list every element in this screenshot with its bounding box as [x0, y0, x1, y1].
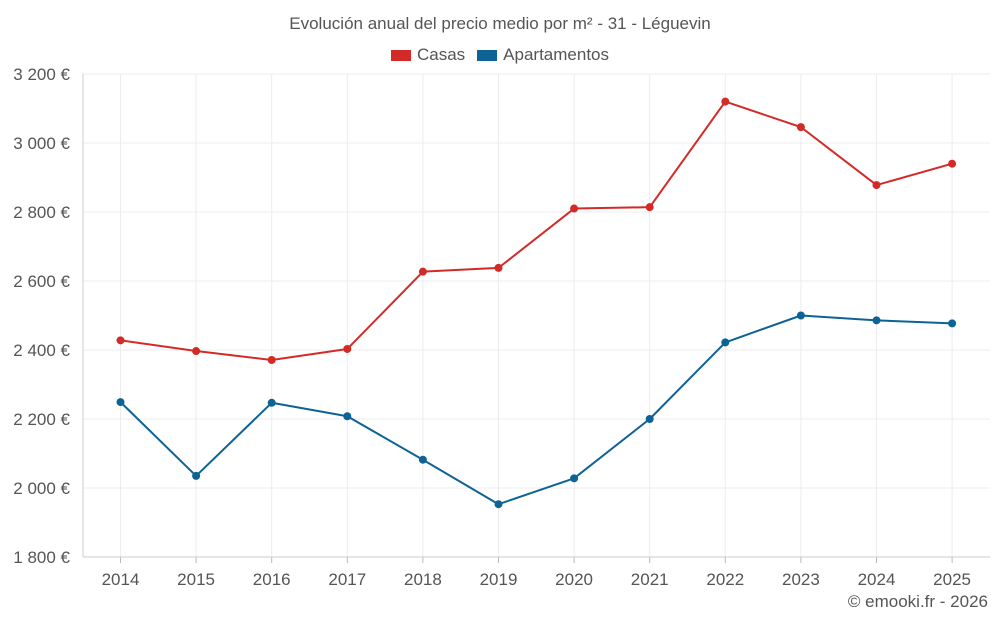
data-point-casas[interactable] [570, 204, 579, 213]
data-point-apartamentos[interactable] [796, 311, 805, 320]
chart-title: Evolución anual del precio medio por m² … [289, 14, 711, 33]
x-tick-label: 2016 [253, 570, 291, 589]
data-point-casas[interactable] [645, 203, 654, 212]
data-point-apartamentos[interactable] [570, 474, 579, 483]
data-point-casas[interactable] [721, 97, 730, 106]
y-tick-label: 2 600 € [13, 272, 70, 291]
y-tick-label: 2 800 € [13, 203, 70, 222]
x-tick-label: 2015 [177, 570, 215, 589]
footer-credit: © emooki.fr - 2026 [847, 592, 988, 611]
data-point-casas[interactable] [343, 344, 352, 353]
series-apartamentos [116, 311, 957, 509]
legend-label-casas: Casas [416, 45, 466, 64]
data-point-casas[interactable] [494, 263, 503, 272]
data-point-casas[interactable] [872, 181, 881, 190]
data-point-casas[interactable] [116, 336, 125, 345]
legend-item-apartamentos[interactable]: Apartamentos [477, 45, 609, 65]
x-tick-label: 2018 [404, 570, 442, 589]
data-point-apartamentos[interactable] [872, 316, 881, 325]
data-point-apartamentos[interactable] [418, 455, 427, 464]
data-point-casas[interactable] [267, 356, 276, 365]
y-axis-tick-labels: 1 800 € 2 000 € 2 200 € 2 400 € 2 600 € 2 800… [13, 65, 70, 567]
series-group [116, 97, 957, 509]
data-point-casas[interactable] [948, 159, 957, 168]
y-tick-label: 2 000 € [13, 479, 70, 498]
y-tick-label: 2 400 € [13, 341, 70, 360]
x-tick-label: 2023 [782, 570, 820, 589]
x-tick-label: 2022 [706, 570, 744, 589]
series-line-apartamentos [119, 314, 953, 506]
data-point-apartamentos[interactable] [192, 471, 201, 480]
y-tick-label: 3 200 € [13, 65, 70, 84]
x-tick-label: 2014 [102, 570, 140, 589]
x-tick-label: 2019 [480, 570, 518, 589]
series-line-casas [120, 100, 953, 362]
data-point-apartamentos[interactable] [494, 500, 503, 509]
data-point-apartamentos[interactable] [343, 412, 352, 421]
legend-swatch-casas [390, 49, 411, 61]
legend-label-apartamentos: Apartamentos [503, 45, 610, 64]
legend-item-casas[interactable]: Casas [390, 45, 466, 65]
legend: Casas Apartamentos [0, 45, 1000, 65]
data-point-apartamentos[interactable] [721, 338, 730, 347]
data-point-casas[interactable] [796, 123, 805, 132]
data-point-apartamentos[interactable] [267, 398, 276, 407]
axes [82, 74, 990, 563]
x-axis-tick-labels: 2014 2015 2016 2017 2018 2019 2020 2021 2022 2023… [102, 570, 971, 589]
series-casas [116, 97, 957, 365]
x-tick-label: 2024 [858, 570, 896, 589]
x-tick-label: 2025 [933, 570, 971, 589]
x-tick-label: 2021 [631, 570, 669, 589]
gridlines [83, 73, 990, 558]
data-point-apartamentos[interactable] [116, 398, 125, 407]
y-tick-label: 3 000 € [13, 134, 70, 153]
legend-swatch-apartamentos [477, 49, 498, 61]
data-point-casas[interactable] [192, 347, 201, 356]
x-tick-label: 2020 [555, 570, 593, 589]
data-point-casas[interactable] [418, 267, 427, 276]
y-tick-label: 1 800 € [13, 548, 70, 567]
data-point-apartamentos[interactable] [948, 319, 957, 328]
data-point-apartamentos[interactable] [645, 415, 654, 423]
x-tick-label: 2017 [328, 570, 366, 589]
y-tick-label: 2 200 € [13, 410, 70, 429]
